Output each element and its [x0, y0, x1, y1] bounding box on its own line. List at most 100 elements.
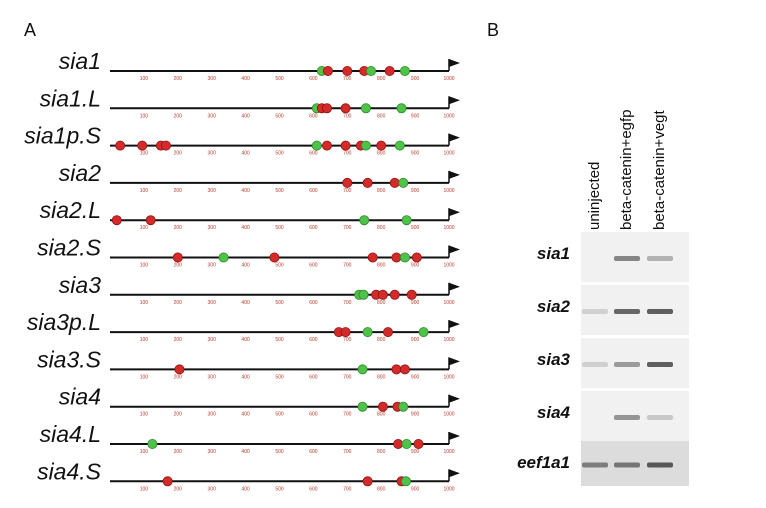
- gene-label: sia3.S: [37, 346, 102, 372]
- green-site-marker: [357, 401, 368, 412]
- gene-label: sia3: [59, 272, 101, 298]
- axis-tick-label: 100: [140, 300, 149, 306]
- green-site-marker: [358, 289, 369, 300]
- end-flag-icon: [449, 170, 460, 179]
- red-site-marker: [269, 252, 280, 263]
- axis-tick-label: 700: [343, 225, 352, 231]
- axis-tick-label: 800: [377, 412, 386, 418]
- red-site-marker: [382, 327, 393, 338]
- axis-tick-label: 400: [241, 337, 250, 343]
- axis-tick-label: 300: [208, 151, 217, 157]
- diagram-row: sia3.S 100 200 300 400 500 600 700 800 900 1000: [37, 346, 460, 380]
- axis-tick-label: 700: [343, 337, 352, 343]
- gel-band: [647, 256, 673, 261]
- axis-tick-label: 400: [241, 76, 250, 82]
- axis-tick-label: 1000: [443, 188, 454, 194]
- axis-tick-label: 600: [309, 486, 318, 492]
- axis-tick-label: 700: [343, 374, 352, 380]
- gel-band: [614, 462, 640, 468]
- green-site-marker: [399, 66, 410, 77]
- axis-tick-label: 700: [343, 151, 352, 157]
- axis-tick-label: 100: [140, 151, 149, 157]
- axis-tick-label: 400: [241, 300, 250, 306]
- green-site-marker: [311, 140, 322, 151]
- axis-tick-label: 400: [241, 151, 250, 157]
- panel-a-letter: A: [24, 20, 37, 40]
- axis-tick-label: 100: [140, 113, 149, 119]
- axis-tick-label: 500: [275, 300, 284, 306]
- red-site-marker: [376, 140, 387, 151]
- gene-label: sia2.L: [40, 197, 101, 223]
- end-flag-icon: [449, 357, 460, 366]
- axis-tick-label: 400: [241, 225, 250, 231]
- diagram-row: sia2 100 200 300 400 500 600 700 800 900 1000: [59, 160, 460, 194]
- green-site-marker: [398, 401, 409, 412]
- axis-tick-label: 100: [140, 486, 149, 492]
- green-site-marker: [357, 364, 368, 375]
- axis-tick-label: 500: [275, 486, 284, 492]
- red-site-marker: [321, 140, 332, 151]
- axis-tick-label: 300: [208, 188, 217, 194]
- axis-tick-label: 500: [275, 449, 284, 455]
- green-site-marker: [399, 252, 410, 263]
- axis-tick-label: 600: [309, 374, 318, 380]
- axis-tick-label: 1000: [443, 337, 454, 343]
- axis-tick-label: 300: [208, 76, 217, 82]
- axis-tick-label: 600: [309, 188, 318, 194]
- diagram-row: sia1.L 100 200 300 400 500 600 700 800 900 1000: [40, 85, 460, 119]
- axis-tick-label: 500: [275, 225, 284, 231]
- end-flag-icon: [449, 245, 460, 254]
- axis-tick-label: 900: [411, 263, 420, 269]
- diagram-row: sia3 100 200 300 400 500 600 700 800 900 1000: [59, 272, 460, 306]
- axis-tick-label: 700: [343, 76, 352, 82]
- axis-tick-label: 200: [174, 412, 183, 418]
- gene-label: sia4.L: [40, 421, 101, 447]
- lane-label: beta-catenin+vegt: [651, 109, 668, 230]
- axis-tick-label: 500: [275, 151, 284, 157]
- axis-tick-label: 300: [208, 412, 217, 418]
- axis-tick-label: 200: [174, 263, 183, 269]
- axis-tick-label: 700: [343, 300, 352, 306]
- axis-tick-label: 500: [275, 263, 284, 269]
- red-site-marker: [145, 215, 156, 226]
- axis-tick-label: 200: [174, 151, 183, 157]
- gel-row: sia4: [537, 391, 689, 441]
- axis-tick-label: 400: [241, 263, 250, 269]
- red-site-marker: [160, 140, 171, 151]
- axis-tick-label: 600: [309, 337, 318, 343]
- gel-band: [614, 256, 640, 261]
- red-site-marker: [406, 289, 417, 300]
- green-site-marker: [398, 177, 409, 188]
- axis-tick-label: 400: [241, 113, 250, 119]
- axis-tick-label: 900: [411, 337, 420, 343]
- axis-tick-label: 800: [377, 337, 386, 343]
- axis-tick-label: 100: [140, 76, 149, 82]
- axis-tick-label: 1000: [443, 486, 454, 492]
- red-site-marker: [411, 252, 422, 263]
- axis-tick-label: 500: [275, 76, 284, 82]
- axis-tick-label: 400: [241, 188, 250, 194]
- gene-label: sia1p.S: [24, 123, 101, 149]
- axis-tick-label: 700: [343, 449, 352, 455]
- red-site-marker: [362, 476, 373, 487]
- axis-tick-label: 800: [377, 374, 386, 380]
- axis-tick-label: 200: [174, 113, 183, 119]
- red-site-marker: [340, 327, 351, 338]
- diagram-row: sia1p.S 100 200 300 400 500 600 700 800 900 1000: [24, 123, 460, 157]
- axis-tick-label: 600: [309, 113, 318, 119]
- green-site-marker: [400, 476, 411, 487]
- red-site-marker: [342, 177, 353, 188]
- red-site-marker: [377, 401, 388, 412]
- axis-tick-label: 500: [275, 113, 284, 119]
- red-site-marker: [340, 140, 351, 151]
- axis-tick-label: 600: [309, 412, 318, 418]
- axis-tick-label: 1000: [443, 263, 454, 269]
- gel-band: [647, 362, 673, 367]
- axis-tick-label: 300: [208, 486, 217, 492]
- gene-label: sia3p.L: [27, 309, 101, 335]
- red-site-marker: [389, 289, 400, 300]
- green-site-marker: [394, 140, 405, 151]
- gel-gene-label: sia1: [537, 244, 570, 263]
- axis-tick-label: 300: [208, 263, 217, 269]
- lane-label: beta-catenin+egfp: [618, 109, 635, 230]
